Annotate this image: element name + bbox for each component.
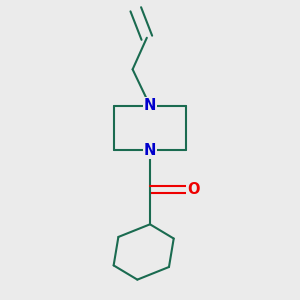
Text: N: N — [144, 98, 156, 113]
Text: O: O — [187, 182, 200, 197]
Text: N: N — [144, 142, 156, 158]
